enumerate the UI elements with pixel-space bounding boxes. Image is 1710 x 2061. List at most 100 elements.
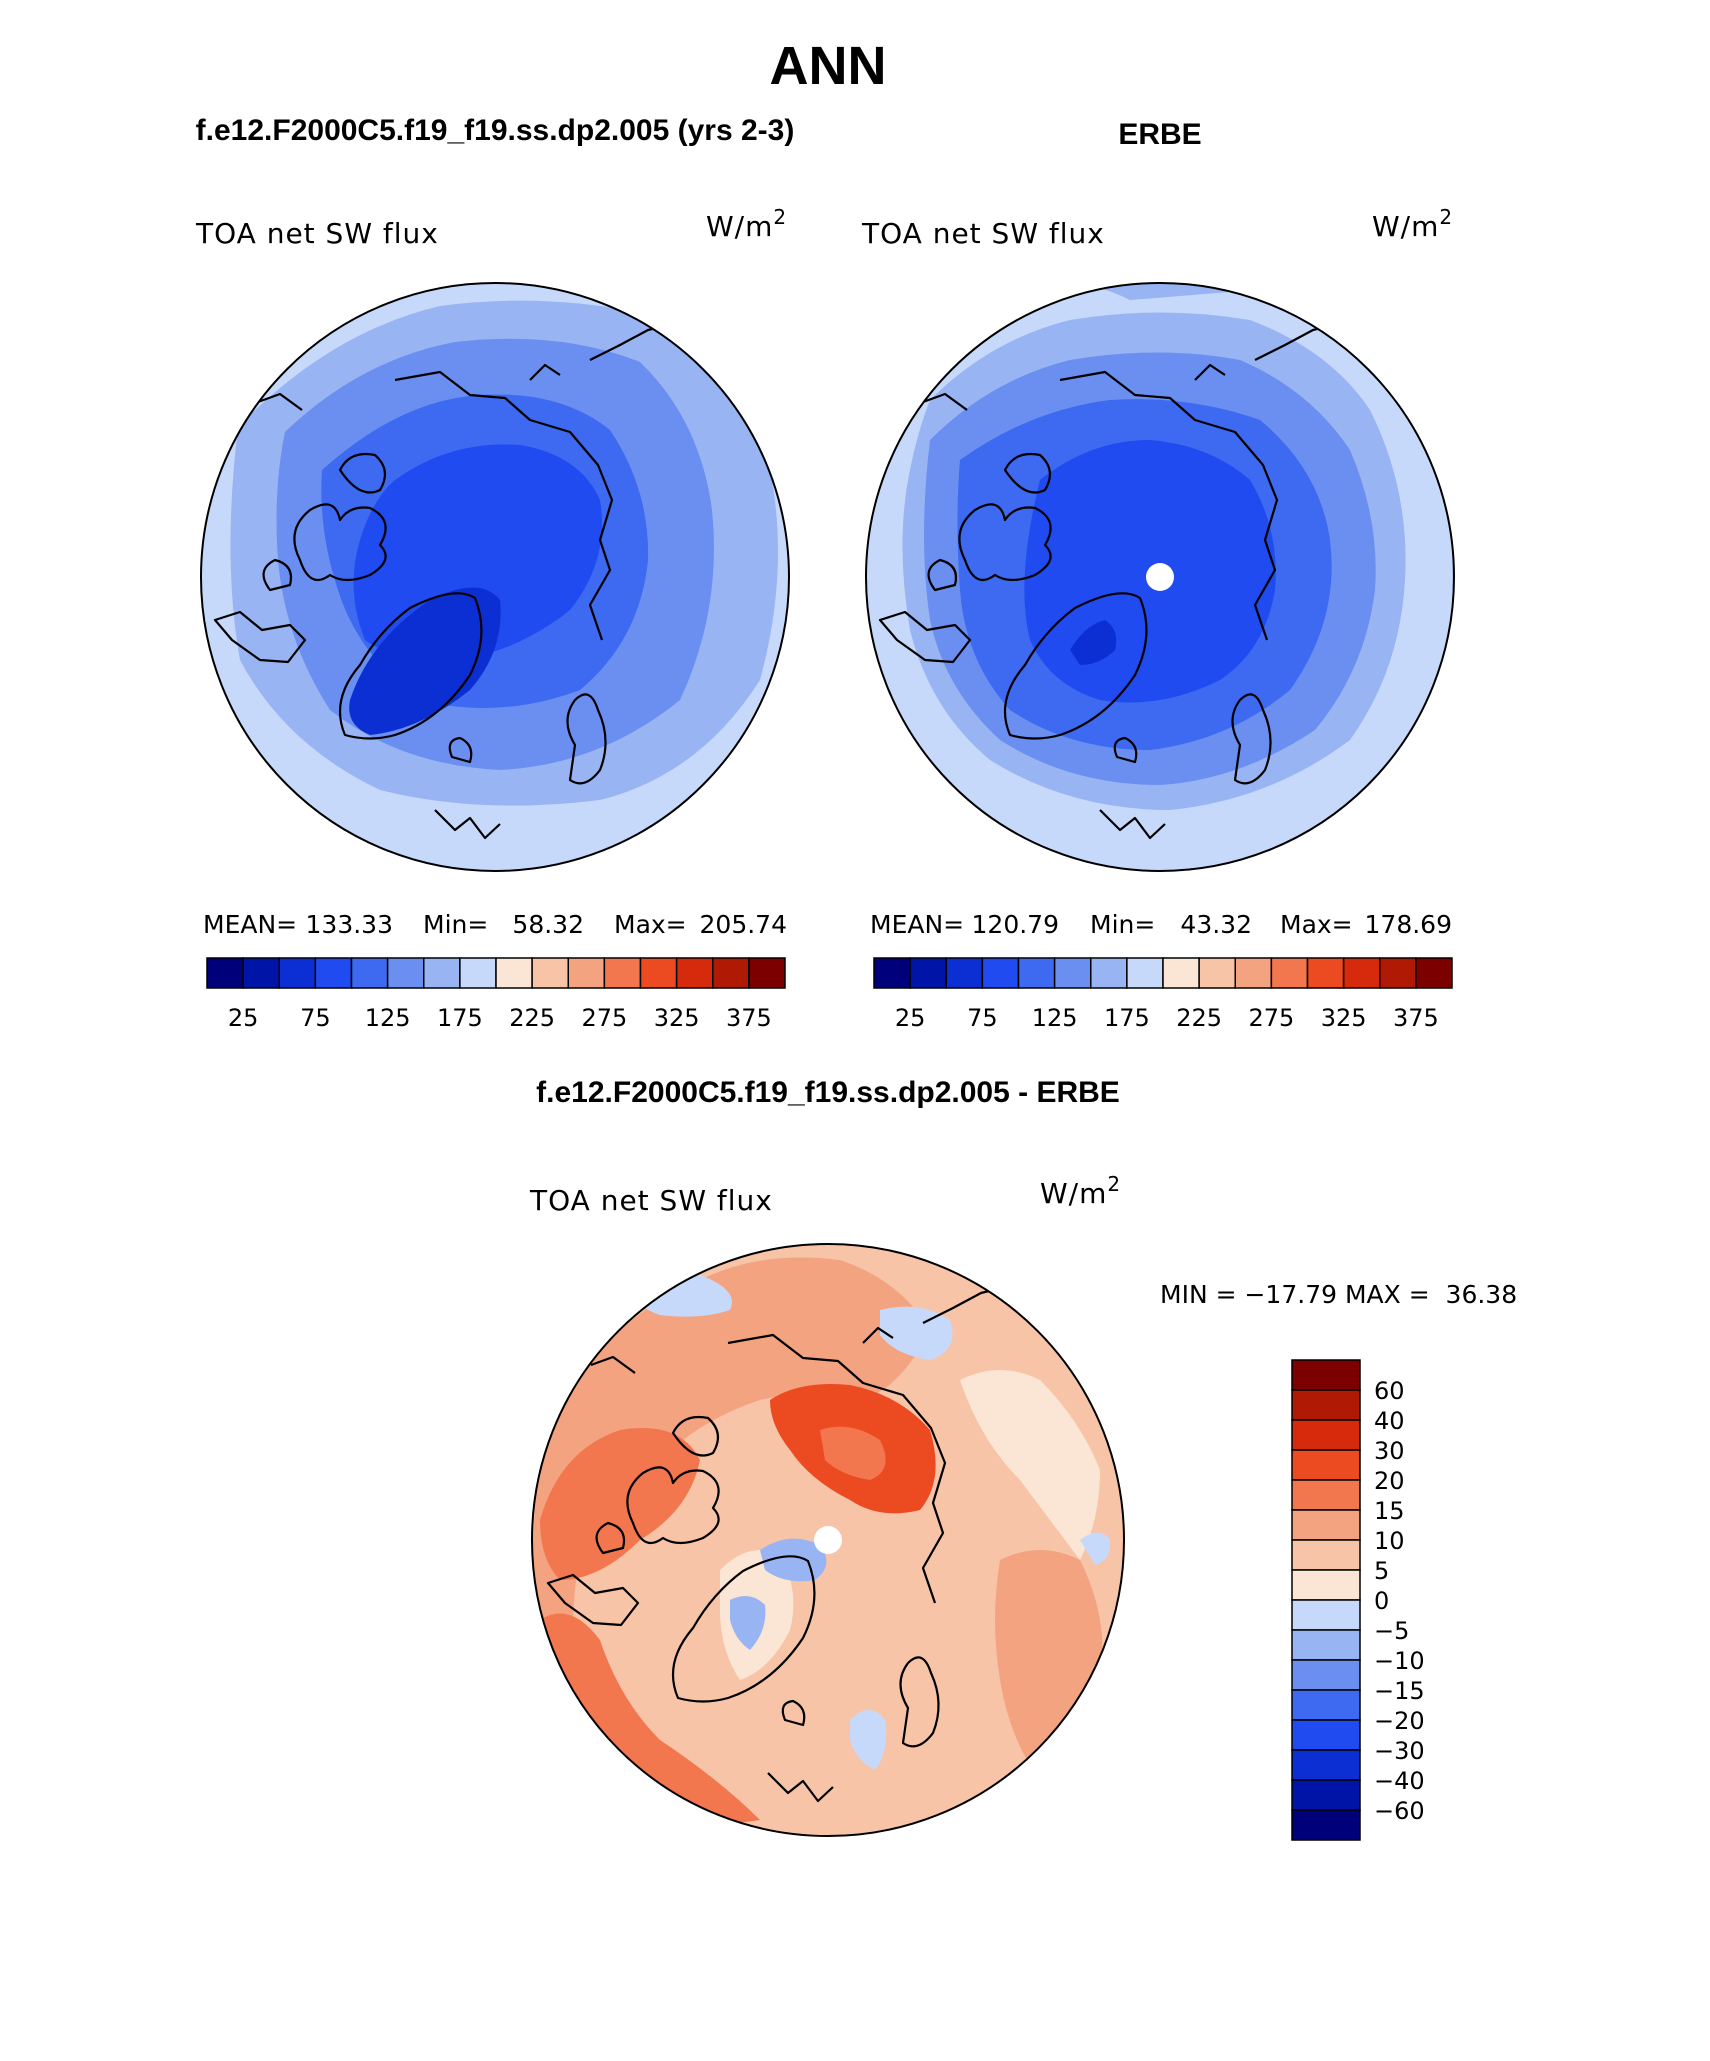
right-colorbar-swatch	[909, 957, 947, 989]
right-mean-value: 120.79	[972, 910, 1059, 939]
diff-colorbar-swatch	[1291, 1539, 1361, 1571]
left-colorbar-tick-label: 25	[228, 1004, 259, 1032]
left-mean-label: MEAN=	[203, 910, 297, 939]
diff-colorbar-tick-label: 20	[1374, 1467, 1405, 1495]
diff-colorbar-tick-label: −30	[1374, 1737, 1425, 1765]
diff-colorbar-swatch	[1291, 1509, 1361, 1541]
diff-colorbar-swatch	[1291, 1479, 1361, 1511]
right-variable-label: TOA net SW flux	[861, 217, 1105, 250]
diff-polar-map	[532, 1244, 1124, 1836]
diff-colorbar-tick-label: −5	[1374, 1617, 1409, 1645]
diff-colorbar-swatch	[1291, 1719, 1361, 1751]
diff-colorbar-tick-label: −15	[1374, 1677, 1425, 1705]
diff-colorbar-swatch	[1291, 1419, 1361, 1451]
right-colorbar-tick-label: 175	[1104, 1004, 1150, 1032]
left-colorbar-tick-label: 175	[437, 1004, 483, 1032]
diff-colorbar-swatch	[1291, 1809, 1361, 1841]
left-colorbar-swatch	[459, 957, 497, 989]
left-colorbar-tick-label: 325	[654, 1004, 700, 1032]
left-colorbar-swatch	[567, 957, 606, 989]
right-colorbar-tick-label: 225	[1176, 1004, 1222, 1032]
diff-colorbar-tick-label: −40	[1374, 1767, 1425, 1795]
diff-colorbar-swatch	[1291, 1629, 1361, 1661]
right-colorbar-tick-label: 325	[1321, 1004, 1367, 1032]
right-panel: TOA net SW flux W/m2	[861, 205, 1455, 1032]
left-max-label: Max=	[614, 910, 687, 939]
diff-colorbar-swatch	[1291, 1599, 1361, 1631]
left-colorbar-swatch	[639, 957, 678, 989]
diff-colorbar-tick-label: 15	[1374, 1497, 1405, 1525]
right-colorbar-tick-label: 375	[1393, 1004, 1439, 1032]
right-colorbar-swatch	[1053, 957, 1092, 989]
diff-colorbar-tick-label: −60	[1374, 1797, 1425, 1825]
left-polar-map	[201, 283, 789, 871]
right-colorbar-swatch	[873, 957, 911, 989]
right-colorbar-swatch	[1090, 957, 1128, 989]
left-colorbar-swatch	[242, 957, 280, 989]
left-colorbar-swatch	[350, 957, 389, 989]
left-colorbar-tick-label: 275	[581, 1004, 627, 1032]
right-colorbar-swatch	[945, 957, 984, 989]
right-pole-hole	[1146, 563, 1174, 591]
left-variable-label: TOA net SW flux	[195, 217, 439, 250]
diff-colorbar-swatch	[1291, 1659, 1361, 1691]
right-colorbar-tick-label: 25	[895, 1004, 926, 1032]
diff-variable-label: TOA net SW flux	[529, 1184, 773, 1217]
left-min-value: 58.32	[512, 910, 584, 939]
diff-colorbar-tick-label: −20	[1374, 1707, 1425, 1735]
left-colorbar-swatch	[603, 957, 642, 989]
diff-colorbar-swatch	[1291, 1749, 1361, 1781]
left-colorbar-swatch	[386, 957, 425, 989]
left-colorbar-tick-label: 225	[509, 1004, 555, 1032]
diff-colorbar-tick-label: 60	[1374, 1377, 1405, 1405]
diff-panel: TOA net SW flux W/m2 MIN = −17.79 MAX = …	[529, 1172, 1517, 1841]
diff-colorbar-tick-label: 5	[1374, 1557, 1389, 1585]
left-colorbar-swatch	[314, 957, 353, 989]
left-colorbar-tick-label: 75	[300, 1004, 331, 1032]
left-stats: MEAN= 133.33 Min= 58.32 Max= 205.74	[203, 910, 787, 939]
right-colorbar-swatch	[1415, 957, 1453, 989]
right-units-label: W/m2	[1372, 205, 1453, 243]
diff-colorbar-tick-label: 40	[1374, 1407, 1405, 1435]
right-colorbar: 25 75 125 175 225 275 325 375	[873, 957, 1453, 1032]
diff-colorbar-tick-label: 0	[1374, 1587, 1389, 1615]
diff-colorbar-tick-label: −10	[1374, 1647, 1425, 1675]
right-colorbar-tick-label: 275	[1248, 1004, 1294, 1032]
right-colorbar-tick-label: 75	[967, 1004, 998, 1032]
right-colorbar-swatch	[1017, 957, 1056, 989]
diff-map-border	[531, 1243, 1125, 1837]
diff-colorbar-swatch	[1291, 1779, 1361, 1811]
right-stats: MEAN= 120.79 Min= 43.32 Max= 178.69	[870, 910, 1452, 939]
left-panel: TOA net SW flux W/m2	[195, 205, 790, 1032]
left-colorbar-tick-label: 125	[365, 1004, 411, 1032]
left-colorbar-swatch	[206, 957, 244, 989]
left-colorbar-swatch	[531, 957, 569, 989]
left-colorbar: 25 75 125 175 225 275 325 375	[206, 957, 786, 1032]
left-case-title: f.e12.F2000C5.f19_f19.ss.dp2.005 (yrs 2-…	[196, 114, 795, 147]
left-units-label: W/m2	[706, 205, 787, 243]
left-min-label: Min=	[423, 910, 488, 939]
right-case-title: ERBE	[1118, 118, 1201, 151]
left-map-border	[200, 282, 790, 872]
left-colorbar-swatch	[278, 957, 317, 989]
diff-colorbar-swatch	[1291, 1449, 1361, 1481]
right-colorbar-swatch	[1342, 957, 1381, 989]
right-colorbar-swatch	[1198, 957, 1236, 989]
right-colorbar-swatch	[1270, 957, 1309, 989]
right-colorbar-swatch	[1234, 957, 1273, 989]
right-colorbar-swatch	[1162, 957, 1200, 989]
right-polar-map	[866, 283, 1454, 871]
diff-minmax-label: MIN = −17.79 MAX = 36.38	[1160, 1280, 1517, 1309]
diff-case-title: f.e12.F2000C5.f19_f19.ss.dp2.005 - ERBE	[536, 1076, 1120, 1109]
left-max-value: 205.74	[700, 910, 787, 939]
right-min-label: Min=	[1090, 910, 1155, 939]
diff-colorbar-swatch	[1291, 1689, 1361, 1721]
right-colorbar-tick-label: 125	[1032, 1004, 1078, 1032]
diff-pole-hole	[814, 1526, 842, 1554]
diff-units-label: W/m2	[1040, 1172, 1121, 1210]
right-colorbar-swatch	[981, 957, 1020, 989]
diff-colorbar-tick-label: 30	[1374, 1437, 1405, 1465]
right-max-label: Max=	[1280, 910, 1353, 939]
